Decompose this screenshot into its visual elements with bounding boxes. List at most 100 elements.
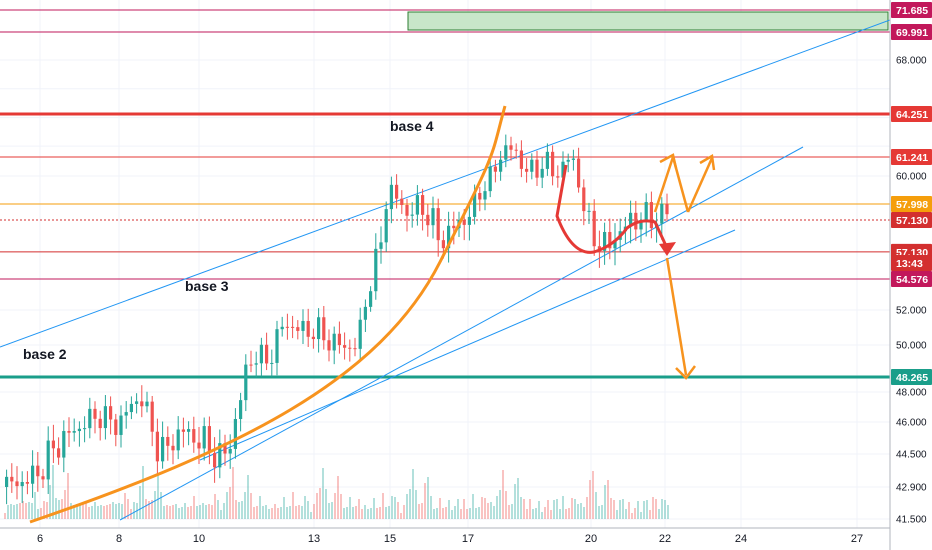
candle-body: [551, 151, 555, 177]
y-tick-label: 48.000: [896, 388, 927, 399]
arrow-head-3: [675, 365, 696, 380]
candle-body: [20, 482, 24, 487]
candle-body: [644, 202, 648, 220]
price-badge: [891, 149, 932, 165]
annotation-base-2: base 2: [23, 346, 67, 362]
candle-body: [129, 403, 133, 413]
volume-bar: [502, 470, 504, 519]
volume-bar: [646, 500, 648, 519]
candle-body: [452, 225, 456, 229]
volume-bar: [586, 497, 588, 519]
volume-bar: [220, 510, 222, 519]
volume-bar: [547, 500, 549, 519]
volume-bar: [640, 512, 642, 519]
volume-bar: [37, 509, 39, 519]
volume-bar: [421, 503, 423, 519]
volume-bar: [229, 487, 231, 519]
x-tick-label: 8: [116, 533, 122, 545]
candle-body: [317, 317, 321, 340]
volume-bar: [538, 501, 540, 519]
volume-bar: [526, 509, 528, 519]
candle-body: [10, 476, 14, 482]
candle-body: [488, 166, 492, 192]
price-badge-label: 48.265: [896, 372, 928, 384]
volume-bar: [517, 478, 519, 519]
volume-layer: [4, 465, 669, 519]
volume-bar: [622, 499, 624, 519]
volume-bar: [172, 505, 174, 519]
candle-body: [25, 482, 29, 484]
volume-bar: [13, 505, 15, 519]
volume-bar: [133, 502, 135, 519]
volume-bar: [82, 504, 84, 519]
price-badge: [891, 106, 932, 122]
volume-bar: [367, 509, 369, 519]
volume-bar: [226, 492, 228, 519]
y-tick-label: 41.500: [896, 515, 927, 526]
price-badge-label: 57.998: [896, 199, 928, 211]
volume-bar: [475, 508, 477, 519]
volume-bar: [40, 508, 42, 519]
volume-bar: [625, 509, 627, 519]
candle-body: [171, 445, 175, 451]
volume-bar: [562, 496, 564, 519]
candle-body: [649, 202, 653, 229]
candle-body: [124, 412, 128, 416]
volume-bar: [139, 486, 141, 519]
volume-bar: [427, 477, 429, 519]
volume-bar: [595, 492, 597, 519]
y-tick-label: 68.000: [896, 56, 927, 67]
volume-bar: [505, 491, 507, 519]
volume-bar: [604, 485, 606, 519]
time-axis[interactable]: 6 8 10 13 15 17 20 22 24 27: [0, 527, 890, 545]
candle-body: [467, 216, 471, 225]
volume-bar: [283, 497, 285, 519]
candle-body: [166, 436, 170, 446]
candle-body: [145, 401, 149, 407]
y-tick-label: 44.500: [896, 450, 927, 461]
volume-bar: [493, 506, 495, 519]
volume-bar: [145, 499, 147, 519]
volume-bar: [169, 506, 171, 519]
candle-body: [577, 158, 581, 188]
volume-bar: [355, 506, 357, 519]
candle-body: [207, 426, 211, 454]
candle-body: [36, 465, 40, 477]
candle-body: [571, 158, 575, 160]
volume-bar: [433, 509, 435, 519]
volume-bar: [127, 499, 129, 519]
candle-body: [426, 214, 430, 226]
volume-bar: [481, 497, 483, 519]
volume-bar: [346, 507, 348, 519]
price-badge-label: 64.251: [896, 109, 928, 121]
candle-body: [259, 344, 263, 364]
candle-body: [140, 401, 144, 407]
candle-body: [109, 406, 113, 420]
volume-bar: [19, 503, 21, 519]
volume-bar: [613, 500, 615, 519]
volume-bar: [610, 498, 612, 519]
candle-body: [561, 161, 565, 178]
volume-bar: [532, 509, 534, 519]
price-badge: [891, 271, 932, 287]
candle-body: [270, 362, 274, 364]
candle-body: [348, 347, 352, 349]
volume-bar: [511, 504, 513, 519]
candle-body: [181, 429, 185, 432]
candle-body: [629, 212, 633, 227]
volume-bar: [451, 510, 453, 519]
volume-bar: [298, 505, 300, 519]
volume-bar: [193, 496, 195, 519]
volume-bar: [472, 494, 474, 519]
price-badge: [891, 255, 932, 271]
candle-body: [660, 203, 664, 224]
candle-body: [483, 191, 487, 200]
volume-bar: [334, 493, 336, 519]
price-badge-label: 61.241: [896, 152, 928, 164]
volume-bar: [106, 505, 108, 519]
candle-body: [592, 210, 596, 247]
volume-bar: [76, 504, 78, 519]
volume-bar: [301, 506, 303, 519]
